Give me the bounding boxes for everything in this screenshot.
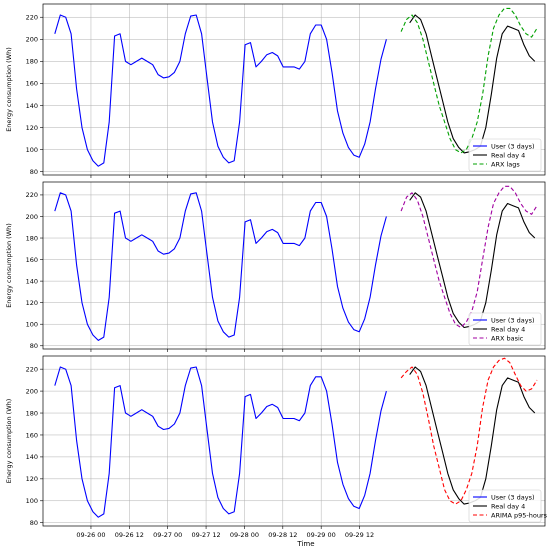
x-tick-label: 09-26 00 <box>76 531 105 539</box>
x-tick-label: 09-28 00 <box>230 531 259 539</box>
x-axis-label: Time <box>296 540 314 548</box>
y-tick-label: 200 <box>26 213 38 221</box>
legend-box <box>468 138 542 172</box>
panel-1: 80 100 120 140 160 180 200 220 Energy consumptio… <box>5 3 546 178</box>
y-tick-label: 120 <box>26 475 38 483</box>
y-tick-label: 220 <box>26 191 38 199</box>
x-tick-label: 09-27 12 <box>191 531 220 539</box>
series-line-1 <box>54 192 387 341</box>
y-tick-label: 80 <box>30 519 38 527</box>
legend-label-3: ARX basic <box>491 334 524 342</box>
y-tick-label: 140 <box>26 102 38 110</box>
y-tick-label: 160 <box>26 256 38 264</box>
x-tick-label: 09-26 12 <box>115 531 144 539</box>
y-tick-label: 180 <box>26 58 38 66</box>
y-tick-label: 180 <box>26 234 38 242</box>
axes-frame <box>42 3 546 176</box>
legend-box <box>468 489 542 523</box>
y-tick-label: 120 <box>26 299 38 307</box>
y-tick-label: 200 <box>26 36 38 44</box>
x-tick-label: 09-29 12 <box>345 531 374 539</box>
series-line-1 <box>54 366 387 518</box>
axes-frame <box>42 181 546 350</box>
legend-label-3: ARX lags <box>491 160 520 168</box>
legend-label-2: Real day 4 <box>491 151 525 159</box>
y-axis-label: Energy consumption (Wh) <box>5 223 13 308</box>
y-axis-label: Energy consumption (Wh) <box>5 399 13 484</box>
legend-label-1: User (3 days) <box>491 316 535 324</box>
plot-area <box>43 4 545 175</box>
y-axis-label: Energy consumption (Wh) <box>5 47 13 132</box>
legend-box <box>468 312 542 346</box>
plot-area <box>43 182 545 349</box>
legend-label-1: User (3 days) <box>491 142 535 150</box>
y-tick-label: 100 <box>26 146 38 154</box>
legend-label-2: Real day 4 <box>491 502 525 510</box>
legend-label-1: User (3 days) <box>491 493 535 501</box>
series-line-3 <box>400 357 538 505</box>
plot-area <box>43 356 545 526</box>
y-tick-label: 120 <box>26 124 38 132</box>
y-tick-label: 80 <box>30 342 38 350</box>
y-tick-label: 180 <box>26 409 38 417</box>
y-tick-label: 100 <box>26 321 38 329</box>
legend-label-2: Real day 4 <box>491 325 525 333</box>
x-tick-label: 09-29 00 <box>307 531 336 539</box>
series-line-1 <box>54 14 387 167</box>
y-tick-label: 100 <box>26 497 38 505</box>
y-tick-label: 220 <box>26 14 38 22</box>
panel-2: 80 100 120 140 160 180 200 220 Energy consumptio… <box>5 181 546 352</box>
legend-label-3: ARIMA p95-hours <box>491 511 548 519</box>
axes-frame <box>42 355 546 527</box>
y-tick-label: 140 <box>26 453 38 461</box>
y-tick-label: 160 <box>26 80 38 88</box>
y-tick-label: 200 <box>26 387 38 395</box>
y-tick-label: 220 <box>26 365 38 373</box>
y-tick-label: 160 <box>26 431 38 439</box>
x-tick-label: 09-28 12 <box>268 531 297 539</box>
x-tick-label: 09-27 00 <box>153 531 182 539</box>
panel-3: 80 100 120 140 160 180 200 220 09-26 00 09-26 12 0… <box>5 355 548 548</box>
y-tick-label: 80 <box>30 168 38 176</box>
y-tick-label: 140 <box>26 277 38 285</box>
